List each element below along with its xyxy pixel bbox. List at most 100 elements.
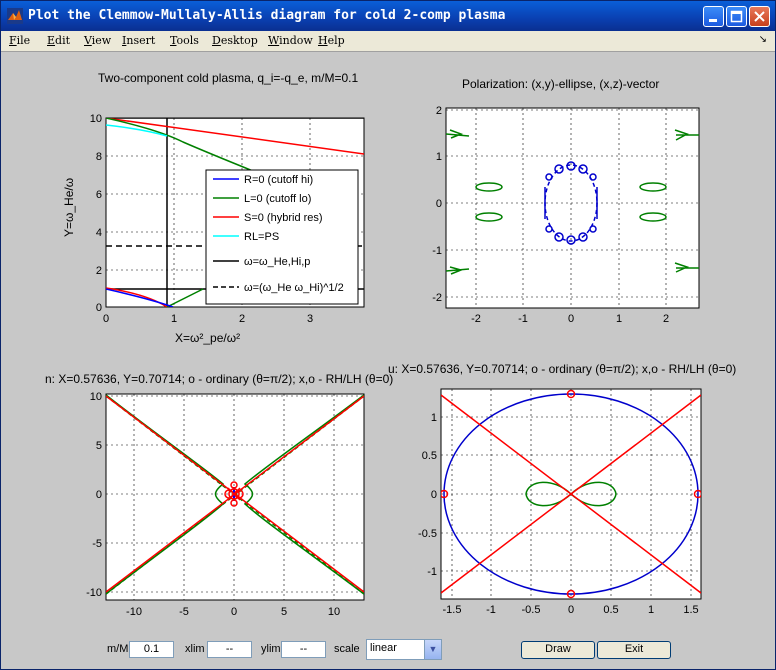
plot4-ytick: 0.5: [422, 450, 437, 462]
plot4-xtick: 0.5: [603, 604, 618, 616]
plot1-ytick: 8: [96, 151, 102, 163]
plot3-origin-markers: [224, 481, 244, 507]
menu-tools[interactable]: Tools: [170, 34, 199, 47]
plot4-title: u: X=0.57636, Y=0.70714; o - ordinary (θ…: [388, 362, 736, 376]
plot3-ytick: 5: [96, 440, 102, 452]
mm-input[interactable]: 0.1: [129, 641, 174, 658]
plot1-xtick: 3: [307, 313, 313, 325]
plot2-blue-ellipse: [544, 161, 598, 245]
plot4-ytick: 0: [431, 489, 437, 501]
plot4-red-markers: [441, 389, 701, 599]
plot4-ytick: 1: [431, 412, 437, 424]
plot4-xtick: -1: [486, 604, 496, 616]
plot3-ytick: -5: [92, 538, 102, 550]
menu-bar: File Edit View Insert Tools Desktop Wind…: [1, 31, 775, 52]
plot4-red-lines: [441, 394, 701, 594]
plot2-ytick: 2: [436, 105, 442, 117]
plot2-axes: [445, 107, 700, 309]
plot1-legend-l0: L=0 (cutoff lo): [244, 193, 311, 205]
plot1-ylabel: Y=ω_He/ω: [62, 178, 76, 237]
plot4-ytick: -0.5: [418, 528, 437, 540]
maximize-button[interactable]: [726, 6, 747, 27]
plot3-curve-right: [243, 394, 364, 595]
plot1-curve-s0-upper: [106, 118, 364, 155]
plot1-curve-s0-lower: [106, 287, 168, 307]
scale-select[interactable]: linear ▼: [366, 639, 442, 660]
plot1-ytick: 2: [96, 265, 102, 277]
plot4-ytick: -1: [427, 566, 437, 578]
figure-canvas: R=0 (cutoff hi) L=0 (cutoff lo) S=0 (hyb…: [3, 52, 773, 667]
menu-view[interactable]: View: [84, 34, 112, 47]
xlim-input[interactable]: --: [207, 641, 252, 658]
plot2-green-ellipses: [446, 129, 699, 275]
plot1-legend-omega-mean: ω=(ω_He ω_Hi)^1/2: [244, 282, 344, 294]
plot1-curve-r0: [106, 288, 174, 307]
plot2-grid: [446, 108, 699, 308]
plot2-ytick: 0: [436, 198, 442, 210]
matlab-app-icon: [7, 8, 23, 24]
title-bar: Plot the Clemmow-Mullaly-Allis diagram f…: [1, 1, 775, 31]
plot-refractive-index: n: X=0.57636, Y=0.70714; o - ordinary (θ…: [45, 372, 393, 618]
mm-label: m/M: [107, 643, 129, 655]
plot4-xtick: -0.5: [522, 604, 541, 616]
plot3-xtick: 5: [281, 606, 287, 618]
plot3-xtick: 0: [231, 606, 237, 618]
plot2-xtick: -2: [471, 313, 481, 325]
window-title: Plot the Clemmow-Mullaly-Allis diagram f…: [28, 8, 506, 23]
plot-polarization: Polarization: (x,y)-ellipse, (x,z)-vecto…: [432, 77, 700, 325]
plot1-curve-l0-upper: [106, 118, 274, 180]
maximize-icon: [730, 10, 743, 23]
plot2-xtick: 1: [616, 313, 622, 325]
plot1-legend-rlps: RL=PS: [244, 231, 279, 243]
plot2-ytick: -2: [432, 292, 442, 304]
plot4-grid: [441, 389, 701, 599]
menu-insert[interactable]: Insert: [122, 34, 156, 47]
plot-cma-diagram: R=0 (cutoff hi) L=0 (cutoff lo) S=0 (hyb…: [62, 71, 365, 345]
dock-figure-icon[interactable]: ↘: [758, 34, 767, 45]
plot-ray-velocity: u: X=0.57636, Y=0.70714; o - ordinary (θ…: [388, 362, 736, 616]
draw-button[interactable]: Draw: [521, 641, 595, 659]
plot2-ytick: 1: [436, 151, 442, 163]
plot1-xtick: 1: [171, 313, 177, 325]
plot3-ytick: -10: [86, 587, 102, 599]
plot2-ytick: -1: [432, 245, 442, 257]
plot3-xtick: -10: [126, 606, 142, 618]
plot4-xtick: -1.5: [443, 604, 462, 616]
plot1-ytick: 6: [96, 189, 102, 201]
ylim-input[interactable]: --: [281, 641, 326, 658]
plot4-xtick: 1.5: [683, 604, 698, 616]
ylim-label: ylim: [261, 643, 281, 655]
close-button[interactable]: [749, 6, 770, 27]
minimize-icon: [709, 19, 717, 22]
plot1-legend-s0: S=0 (hybrid res): [244, 212, 323, 224]
menu-window[interactable]: Window: [268, 34, 313, 47]
plot4-xtick: 1: [648, 604, 654, 616]
xlim-label: xlim: [185, 643, 205, 655]
chevron-down-icon[interactable]: ▼: [424, 640, 441, 659]
plot1-xlabel: X=ω²_pe/ω²: [175, 331, 240, 345]
plot1-ytick: 0: [96, 302, 102, 314]
plot1-legend-r0: R=0 (cutoff hi): [244, 174, 313, 186]
plot3-grid: [106, 394, 364, 600]
plot1-curve-rlps: [106, 124, 168, 137]
plot1-ytick: 4: [96, 227, 102, 239]
scale-label: scale: [334, 643, 360, 655]
plot1-legend-omega-he: ω=ω_He,Hi,p: [244, 256, 310, 268]
minimize-button[interactable]: [703, 6, 724, 27]
plot2-title: Polarization: (x,y)-ellipse, (x,z)-vecto…: [462, 77, 659, 91]
plot2-xtick: -1: [518, 313, 528, 325]
plot4-blue-ellipse: [443, 393, 699, 595]
exit-button[interactable]: Exit: [597, 641, 671, 659]
plot1-title: Two-component cold plasma, q_i=-q_e, m/M…: [98, 71, 358, 85]
menu-help[interactable]: Help: [318, 34, 345, 47]
close-icon: [754, 11, 765, 22]
menu-desktop[interactable]: Desktop: [212, 34, 258, 47]
plot3-ytick: 0: [96, 489, 102, 501]
menu-file[interactable]: File: [9, 34, 31, 47]
plots-svg: R=0 (cutoff hi) L=0 (cutoff lo) S=0 (hyb…: [45, 71, 736, 618]
scale-select-value: linear: [370, 642, 397, 654]
plot4-xtick: 0: [568, 604, 574, 616]
plot3-xtick: 10: [328, 606, 340, 618]
menu-edit[interactable]: Edit: [47, 34, 71, 47]
